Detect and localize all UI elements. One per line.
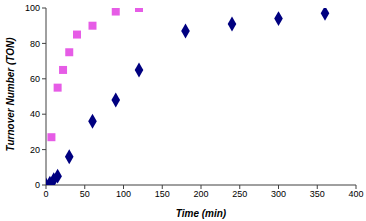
svg-text:0: 0 xyxy=(35,180,40,190)
svg-text:100: 100 xyxy=(25,3,40,13)
svg-text:Turnover Number (TON): Turnover Number (TON) xyxy=(8,37,16,152)
svg-text:80: 80 xyxy=(30,39,40,49)
svg-text:200: 200 xyxy=(193,189,208,199)
svg-text:50: 50 xyxy=(80,189,90,199)
svg-text:150: 150 xyxy=(155,189,170,199)
svg-text:350: 350 xyxy=(310,189,325,199)
svg-text:Time (min): Time (min) xyxy=(176,208,227,219)
svg-text:0: 0 xyxy=(43,189,48,199)
svg-text:300: 300 xyxy=(271,189,286,199)
svg-text:250: 250 xyxy=(232,189,247,199)
svg-text:40: 40 xyxy=(30,109,40,119)
svg-text:400: 400 xyxy=(348,189,358,199)
svg-text:60: 60 xyxy=(30,74,40,84)
svg-text:20: 20 xyxy=(30,145,40,155)
svg-text:100: 100 xyxy=(116,189,131,199)
